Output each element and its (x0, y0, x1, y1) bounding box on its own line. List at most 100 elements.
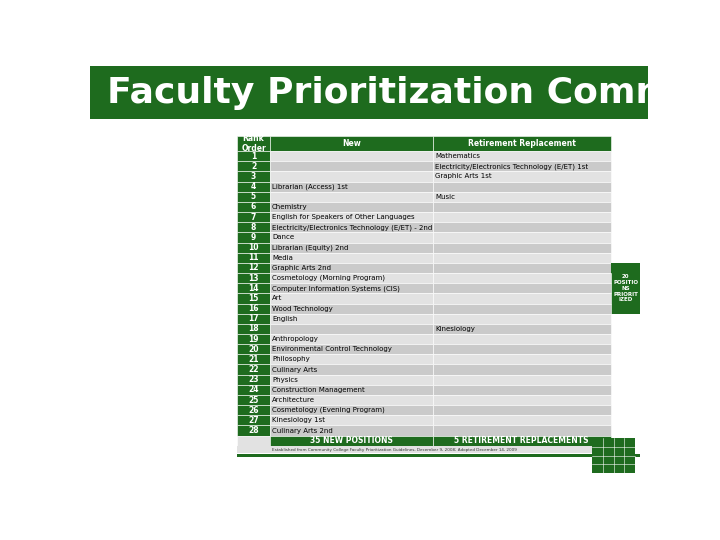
FancyBboxPatch shape (433, 314, 611, 324)
Text: Rank
Order: Rank Order (241, 133, 266, 153)
Text: Cosmetology (Evening Program): Cosmetology (Evening Program) (272, 407, 385, 414)
FancyBboxPatch shape (593, 438, 635, 473)
Text: 12: 12 (248, 264, 258, 272)
FancyBboxPatch shape (270, 181, 433, 192)
FancyBboxPatch shape (90, 66, 648, 119)
FancyBboxPatch shape (433, 375, 611, 385)
FancyBboxPatch shape (270, 324, 433, 334)
FancyBboxPatch shape (238, 136, 270, 151)
FancyBboxPatch shape (238, 446, 611, 454)
FancyBboxPatch shape (270, 253, 433, 263)
FancyBboxPatch shape (433, 426, 611, 436)
FancyBboxPatch shape (433, 212, 611, 222)
Text: 15: 15 (248, 294, 258, 303)
FancyBboxPatch shape (270, 415, 433, 426)
FancyBboxPatch shape (238, 405, 270, 415)
Text: Computer Information Systems (CIS): Computer Information Systems (CIS) (272, 285, 400, 292)
FancyBboxPatch shape (433, 395, 611, 405)
Text: 18: 18 (248, 325, 258, 333)
FancyBboxPatch shape (238, 436, 270, 446)
FancyBboxPatch shape (270, 436, 433, 446)
FancyBboxPatch shape (238, 354, 270, 364)
FancyBboxPatch shape (270, 334, 433, 344)
FancyBboxPatch shape (270, 171, 433, 181)
Text: Electricity/Electronics Technology (E/ET) 1st: Electricity/Electronics Technology (E/ET… (435, 163, 588, 170)
Text: Established from Community College Faculty Prioritization Guidelines, December 9: Established from Community College Facul… (272, 448, 517, 451)
FancyBboxPatch shape (433, 283, 611, 293)
Text: Anthropology: Anthropology (272, 336, 319, 342)
Text: Faculty Prioritization Committee: Faculty Prioritization Committee (107, 76, 720, 110)
Text: 8: 8 (251, 223, 256, 232)
FancyBboxPatch shape (270, 202, 433, 212)
Text: 2: 2 (251, 162, 256, 171)
FancyBboxPatch shape (433, 273, 611, 283)
Text: Graphic Arts 1st: Graphic Arts 1st (435, 173, 492, 179)
Text: Kinesiology: Kinesiology (435, 326, 474, 332)
Text: 20
POSITIO
NS
PRIORIT
IZED: 20 POSITIO NS PRIORIT IZED (613, 274, 638, 302)
FancyBboxPatch shape (433, 232, 611, 242)
FancyBboxPatch shape (270, 263, 433, 273)
Text: 19: 19 (248, 335, 258, 343)
FancyBboxPatch shape (433, 253, 611, 263)
FancyBboxPatch shape (433, 171, 611, 181)
FancyBboxPatch shape (433, 334, 611, 344)
FancyBboxPatch shape (433, 222, 611, 232)
Text: Graphic Arts 2nd: Graphic Arts 2nd (272, 265, 331, 271)
FancyBboxPatch shape (238, 202, 270, 212)
Text: Librarian (Access) 1st: Librarian (Access) 1st (272, 184, 348, 190)
FancyBboxPatch shape (238, 364, 270, 375)
FancyBboxPatch shape (238, 161, 270, 171)
FancyBboxPatch shape (238, 454, 640, 457)
FancyBboxPatch shape (238, 171, 270, 181)
FancyBboxPatch shape (433, 161, 611, 171)
FancyBboxPatch shape (433, 354, 611, 364)
FancyBboxPatch shape (238, 222, 270, 232)
FancyBboxPatch shape (270, 293, 433, 303)
FancyBboxPatch shape (238, 344, 270, 354)
FancyBboxPatch shape (238, 415, 270, 426)
FancyBboxPatch shape (611, 263, 640, 314)
Text: 14: 14 (248, 284, 258, 293)
Text: 28: 28 (248, 426, 258, 435)
FancyBboxPatch shape (433, 192, 611, 202)
FancyBboxPatch shape (238, 242, 270, 253)
Text: 25: 25 (248, 396, 258, 404)
FancyBboxPatch shape (270, 212, 433, 222)
Text: New: New (342, 139, 361, 148)
Text: 11: 11 (248, 253, 258, 262)
FancyBboxPatch shape (433, 364, 611, 375)
FancyBboxPatch shape (433, 263, 611, 273)
Text: 9: 9 (251, 233, 256, 242)
FancyBboxPatch shape (238, 253, 270, 263)
Text: 20: 20 (248, 345, 258, 354)
FancyBboxPatch shape (238, 334, 270, 344)
Text: 5 RETIREMENT REPLACEMENTS: 5 RETIREMENT REPLACEMENTS (454, 436, 589, 445)
FancyBboxPatch shape (238, 181, 270, 192)
FancyBboxPatch shape (270, 192, 433, 202)
FancyBboxPatch shape (270, 242, 433, 253)
FancyBboxPatch shape (238, 385, 270, 395)
Text: English for Speakers of Other Languages: English for Speakers of Other Languages (272, 214, 415, 220)
Text: Culinary Arts: Culinary Arts (272, 367, 318, 373)
Text: Dance: Dance (272, 234, 294, 240)
Text: Cosmetology (Morning Program): Cosmetology (Morning Program) (272, 275, 385, 281)
Text: 6: 6 (251, 202, 256, 212)
FancyBboxPatch shape (270, 344, 433, 354)
FancyBboxPatch shape (433, 202, 611, 212)
Text: 10: 10 (248, 243, 258, 252)
Text: 17: 17 (248, 314, 258, 323)
FancyBboxPatch shape (433, 181, 611, 192)
FancyBboxPatch shape (433, 344, 611, 354)
Text: Art: Art (272, 295, 282, 301)
Text: 16: 16 (248, 304, 258, 313)
Text: Wood Technology: Wood Technology (272, 306, 333, 312)
Text: 24: 24 (248, 386, 258, 394)
Text: Mathematics: Mathematics (435, 153, 480, 159)
FancyBboxPatch shape (433, 415, 611, 426)
Text: Librarian (Equity) 2nd: Librarian (Equity) 2nd (272, 244, 348, 251)
FancyBboxPatch shape (238, 303, 270, 314)
FancyBboxPatch shape (238, 324, 270, 334)
Text: Construction Management: Construction Management (272, 387, 365, 393)
Text: Philosophy: Philosophy (272, 356, 310, 362)
FancyBboxPatch shape (270, 222, 433, 232)
